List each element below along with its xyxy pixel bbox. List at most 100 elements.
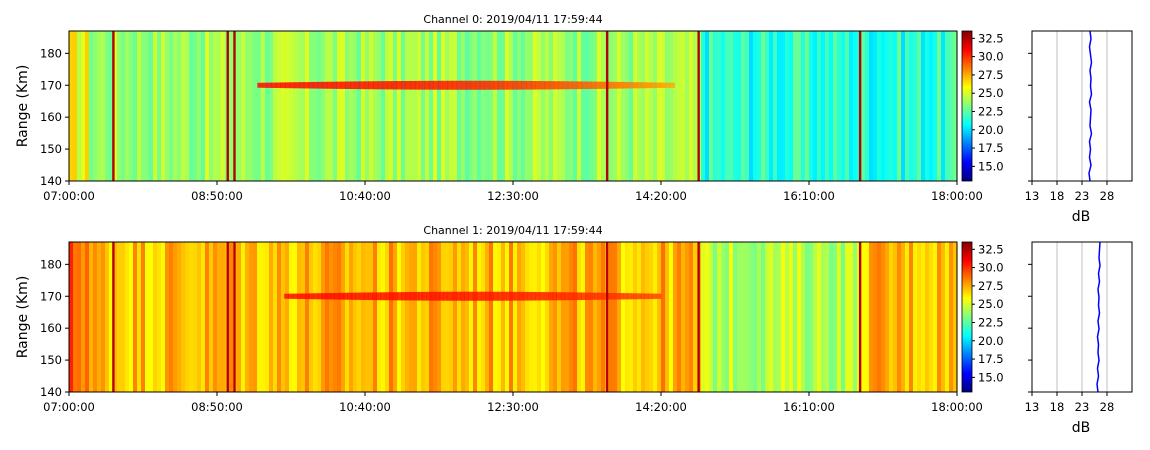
heatmap-column bbox=[173, 242, 178, 392]
heatmap-column bbox=[537, 242, 542, 392]
colorbar: 15.0 17.5 20.0 22.5 25.0 27.5 30.0 32.5 bbox=[961, 241, 1004, 393]
heatmap-column bbox=[285, 242, 290, 392]
echo-band-segment bbox=[468, 291, 474, 301]
colorbar-tick-label: 20.0 bbox=[978, 123, 1004, 137]
heatmap-column bbox=[933, 242, 938, 392]
echo-band-segment bbox=[563, 81, 569, 90]
heatmap-column bbox=[517, 31, 522, 181]
echo-band-segment bbox=[552, 292, 557, 301]
echo-band-segment bbox=[476, 291, 482, 301]
heatmap-column bbox=[881, 31, 886, 181]
heatmap-column bbox=[801, 242, 806, 392]
heatmap-column bbox=[645, 242, 650, 392]
echo-band-segment bbox=[447, 80, 453, 90]
heatmap-column bbox=[621, 242, 626, 392]
echo-band-segment bbox=[660, 82, 666, 88]
heatmap-column bbox=[393, 31, 398, 181]
heatmap-column bbox=[481, 31, 486, 181]
echo-band-segment bbox=[262, 82, 268, 88]
echo-band-segment bbox=[271, 82, 277, 88]
heatmap-column bbox=[349, 31, 354, 181]
echo-band-segment bbox=[351, 292, 356, 300]
echo-band-segment bbox=[614, 81, 620, 89]
heatmap-column bbox=[693, 242, 698, 392]
heatmap-column bbox=[273, 31, 278, 181]
heatmap-column bbox=[209, 242, 214, 392]
y-tick-label: 140 bbox=[40, 174, 62, 188]
heatmap-column bbox=[861, 31, 866, 181]
heatmap-column bbox=[681, 242, 686, 392]
heatmap-column bbox=[357, 31, 362, 181]
profile-x-tick-label: 28 bbox=[1100, 400, 1115, 414]
heatmap-column bbox=[753, 31, 758, 181]
heatmap-column bbox=[477, 31, 482, 181]
x-tick-label: 16:10:00 bbox=[783, 189, 835, 203]
heatmap-column bbox=[217, 242, 222, 392]
heatmap-column bbox=[757, 242, 762, 392]
heatmap-column bbox=[433, 31, 438, 181]
heatmap-column bbox=[657, 242, 662, 392]
echo-band-segment bbox=[627, 293, 633, 300]
echo-band-segment bbox=[465, 80, 472, 90]
echo-band-segment bbox=[418, 291, 423, 301]
panel-channel-0: Channel 0: 2019/04/11 17:59:44 07:00:00 0… bbox=[15, 13, 1133, 225]
heatmap-column bbox=[77, 31, 82, 181]
heatmap-column bbox=[445, 242, 450, 392]
heatmap-column bbox=[89, 31, 94, 181]
profile-x-tick-label: 23 bbox=[1075, 400, 1090, 414]
heatmap-column bbox=[245, 242, 250, 392]
heatmap-column bbox=[677, 242, 682, 392]
heatmap-column bbox=[661, 31, 666, 181]
heatmap-column bbox=[777, 31, 782, 181]
heatmap-column bbox=[809, 242, 814, 392]
heatmap-column bbox=[569, 31, 574, 181]
heatmap-column bbox=[941, 31, 946, 181]
echo-band-segment bbox=[338, 292, 344, 300]
heatmap-column bbox=[673, 31, 678, 181]
echo-band-segment bbox=[564, 292, 570, 301]
heatmap-column bbox=[325, 242, 330, 392]
heatmap-column bbox=[181, 31, 186, 181]
heatmap-column bbox=[313, 242, 318, 392]
heatmap-column bbox=[545, 242, 550, 392]
heatmap-column bbox=[469, 31, 474, 181]
heatmap-column bbox=[265, 31, 270, 181]
heatmap-column bbox=[181, 242, 186, 392]
heatmap-column bbox=[737, 31, 742, 181]
heatmap-column bbox=[205, 31, 210, 181]
heatmap-column bbox=[361, 242, 366, 392]
profile-x-axis-label: dB bbox=[1072, 420, 1091, 436]
echo-band-segment bbox=[581, 81, 587, 90]
heatmap-column bbox=[917, 242, 922, 392]
heatmap-column bbox=[501, 31, 506, 181]
echo-band-segment bbox=[493, 80, 499, 90]
heatmap-column bbox=[157, 242, 162, 392]
heatmap-column bbox=[521, 242, 526, 392]
profile-x-tick-label: 23 bbox=[1075, 189, 1090, 203]
heatmap-column bbox=[341, 242, 346, 392]
y-axis-label: Range (Km) bbox=[15, 65, 31, 148]
heatmap-column bbox=[165, 242, 170, 392]
heatmap-column bbox=[473, 31, 478, 181]
heatmap-column bbox=[761, 242, 766, 392]
echo-band-segment bbox=[317, 293, 323, 300]
echo-band-segment bbox=[614, 293, 620, 300]
echo-band-segment bbox=[493, 291, 499, 301]
x-tick-label: 18:00:00 bbox=[931, 189, 983, 203]
heatmap-column bbox=[601, 31, 606, 181]
heatmap-column bbox=[833, 31, 838, 181]
heatmap-column bbox=[701, 31, 706, 181]
heatmap-column bbox=[893, 242, 898, 392]
heatmap-column bbox=[205, 242, 210, 392]
heatmap-column bbox=[941, 242, 946, 392]
heatmap-column bbox=[469, 242, 474, 392]
echo-band-segment bbox=[280, 82, 286, 89]
heatmap-column bbox=[293, 31, 298, 181]
heatmap-column bbox=[597, 31, 602, 181]
heatmap-column bbox=[289, 31, 294, 181]
echo-band-segment bbox=[401, 292, 407, 301]
y-tick-label: 160 bbox=[40, 110, 62, 124]
heatmap-column bbox=[249, 31, 254, 181]
echo-band-segment bbox=[359, 292, 365, 300]
heatmap-column bbox=[277, 242, 282, 392]
